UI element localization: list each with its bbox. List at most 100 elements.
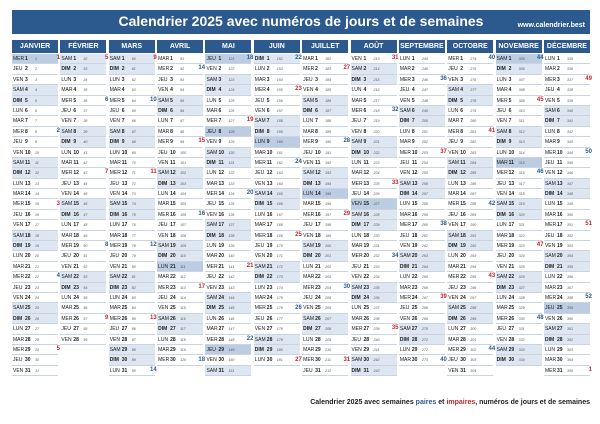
day-number: 1 (411, 56, 415, 62)
day-number: 10 (363, 149, 370, 156)
day-of-year: 282 (470, 140, 477, 145)
day-cell: MAR 2 245 (398, 64, 445, 75)
day-number: 21 (218, 263, 224, 270)
day-cell: LUN 4 216 (350, 85, 397, 96)
day-cell: LUN 18 230 (350, 231, 397, 242)
day-number: 4 (73, 87, 77, 94)
weekday-label: LUN (496, 76, 507, 83)
day-number: 27 (460, 326, 466, 333)
day-cell: LUN 20 20 (12, 251, 58, 262)
week-number: 41 (488, 127, 496, 134)
day-of-year: 19 (35, 244, 39, 249)
day-of-year: 122 (228, 67, 235, 72)
weekday-label: MAR (61, 87, 73, 94)
day-of-year: 255 (421, 171, 428, 176)
day-of-year: 355 (566, 264, 573, 269)
day-cell: SAM 21 172 (253, 261, 300, 273)
day-of-year: 32 (83, 57, 88, 61)
month-header: FÉVRIER (60, 40, 107, 53)
day-cell: MAR 22 112 (157, 272, 204, 283)
day-of-year: 234 (373, 275, 380, 280)
day-number: 4 (170, 87, 173, 94)
day-cell: DIM 14 257 (398, 189, 445, 200)
day-of-year: 192 (325, 160, 332, 165)
weekday-label: VEN (303, 159, 314, 166)
day-of-year: 273 (421, 358, 428, 363)
day-of-year: 324 (518, 254, 525, 259)
day-cell: LUN 1 335 (543, 54, 590, 65)
week-number: 4 (56, 273, 60, 280)
day-of-year: 179 (276, 337, 283, 342)
weekday-label: LUN (61, 76, 72, 83)
day-cell: MAR 30 273 (398, 355, 445, 366)
weekday-label: MAR (158, 201, 170, 208)
day-cell: VEN 7 66 (108, 116, 155, 127)
day-cell: MAR 23 357 (543, 283, 590, 293)
day-of-year: 80 (131, 264, 136, 269)
site-url[interactable]: www.calendrier.best (517, 22, 585, 29)
day-number: 27 (508, 326, 515, 333)
month-header: NOVEMBRE (495, 40, 542, 53)
day-of-year: 232 (373, 254, 380, 259)
day-cell: VEN 21 80 (108, 262, 155, 273)
weekday-label: DIM (351, 76, 361, 83)
day-cell: SAM 31 151 (205, 365, 252, 377)
weekday-label: MER (303, 284, 315, 291)
day-of-year: 254 (421, 160, 428, 165)
day-of-year: 153 (276, 67, 283, 72)
day-cell: VEN 25 115 (157, 303, 204, 314)
day-number: 3 (170, 76, 173, 83)
day-of-year: 182 (325, 57, 332, 61)
day-cell: LUN 3 307 (495, 75, 542, 86)
day-cell: DIM 26 26 (12, 313, 58, 325)
day-of-year: 184 (325, 77, 332, 82)
weekday-label: MAR (158, 128, 170, 135)
weekday-label: MER (496, 243, 508, 250)
day-of-year: 169 (276, 233, 283, 238)
day-of-year: 197 (325, 212, 332, 217)
day-cell: LUN 1 244 (398, 54, 445, 65)
day-cell: LUN 17 321 (495, 220, 542, 231)
month-header: OCTOBRE (447, 40, 494, 53)
day-cell: LUN 3 34 (60, 75, 107, 86)
day-cell: MAR 14 14 (12, 189, 58, 200)
day-cell: DIM 30 89 (108, 355, 155, 366)
day-cell: DIM 16 75 (108, 209, 155, 221)
day-number: 19 (363, 243, 370, 250)
day-number: 21 (315, 263, 321, 270)
day-cell: DIM 26 299 (447, 313, 494, 325)
day-of-year: 286 (470, 181, 477, 186)
weekday-label: VEN (496, 336, 507, 343)
day-of-year: 289 (470, 212, 477, 217)
day-of-year: 259 (421, 212, 428, 217)
day-cell: SAM 1 305 (495, 54, 542, 65)
day-number: 17 (556, 222, 563, 229)
day-of-year: 92 (180, 67, 185, 72)
day-number: 16 (363, 211, 370, 218)
weekday-label: JEU (109, 180, 120, 187)
week-number: 17 (198, 283, 206, 290)
day-number: 14 (460, 191, 466, 198)
weekday-label: JEU (496, 253, 507, 260)
weekday-label: DIM (351, 149, 361, 156)
day-number: 23 (73, 284, 79, 291)
day-of-year: 87 (131, 337, 136, 342)
day-of-year: 84 (131, 306, 136, 311)
day-of-year: 127 (228, 119, 235, 124)
day-of-year: 299 (470, 316, 477, 321)
day-cell: VEN 14 318 (495, 189, 542, 200)
day-of-year: 243 (373, 368, 380, 373)
day-of-year: 267 (421, 295, 428, 300)
day-cell: MAR 4 63 (108, 85, 155, 96)
day-cell: VEN 12 346 (543, 168, 590, 179)
day-of-year: 218 (373, 108, 380, 113)
weekday-label: MAR (399, 357, 411, 364)
day-number: 8 (218, 128, 222, 135)
day-of-year: 202 (325, 264, 332, 269)
day-number: 2 (218, 66, 222, 73)
day-of-year: 353 (566, 244, 573, 249)
day-of-year: 233 (373, 264, 380, 269)
day-cell: VEN 18 108 (157, 231, 204, 242)
day-cell: JEU 29 149 (205, 344, 252, 356)
day-of-year: 352 (566, 233, 573, 238)
